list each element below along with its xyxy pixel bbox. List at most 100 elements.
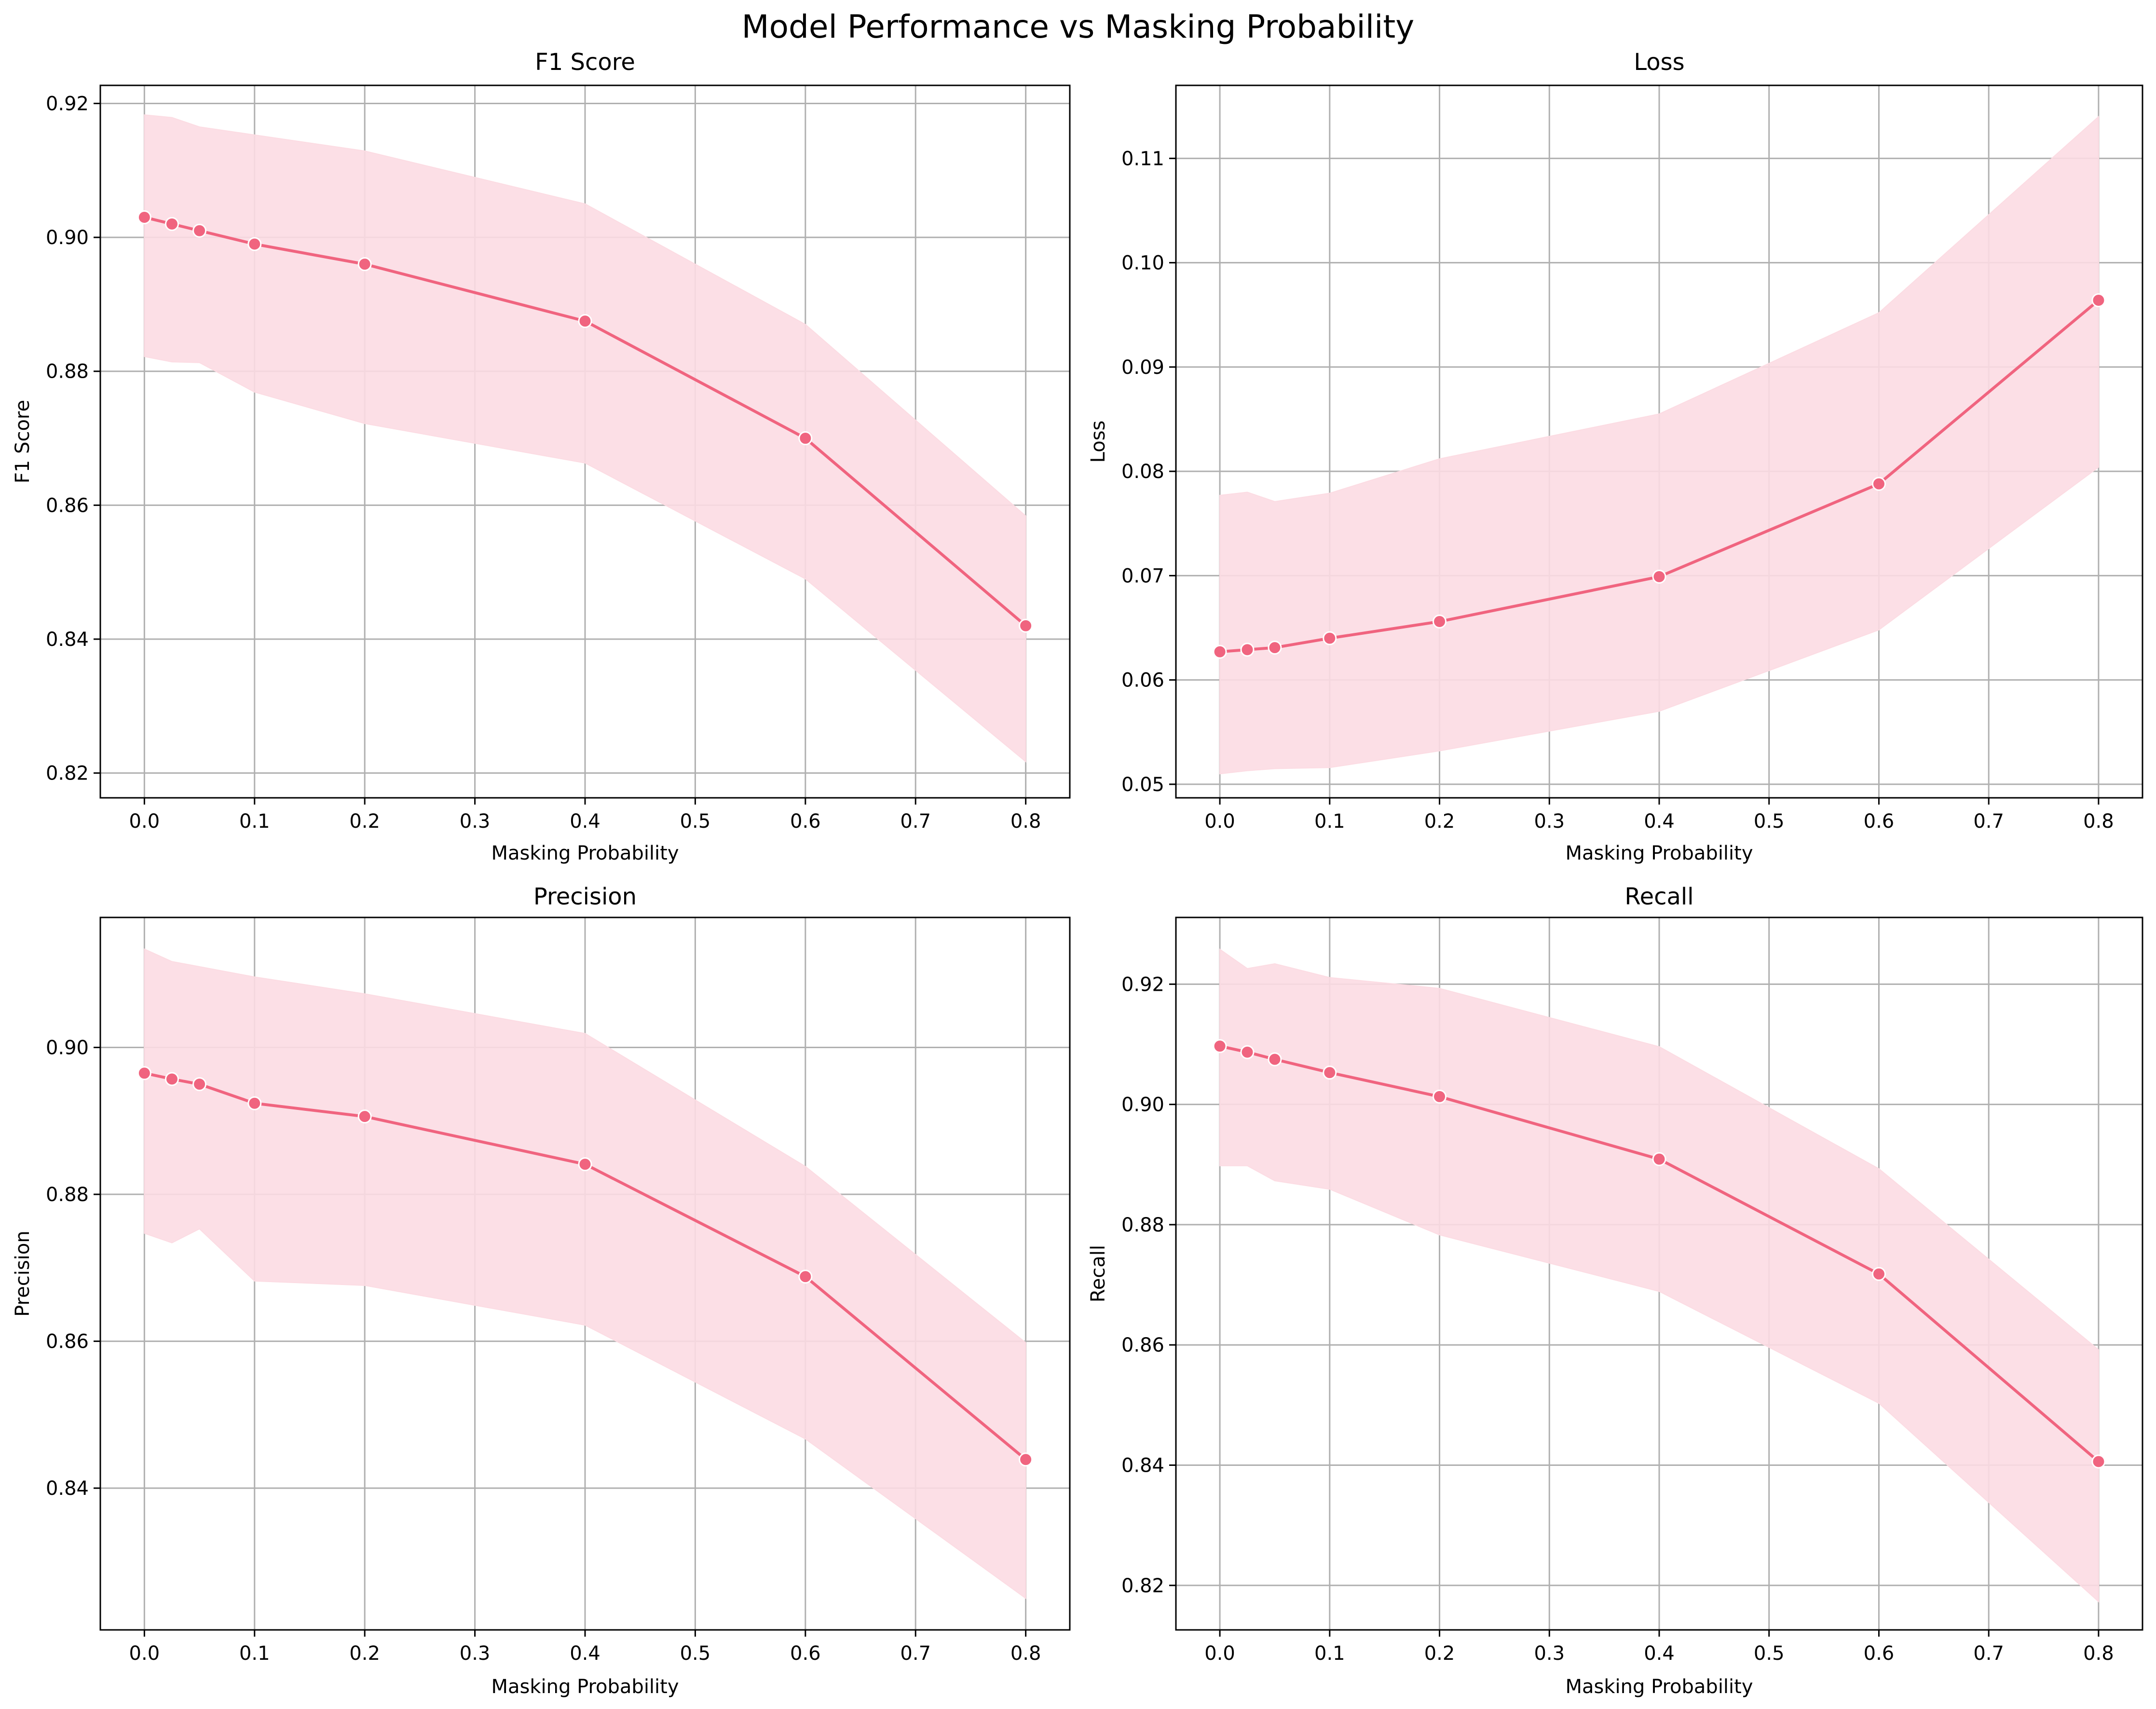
marker-layer — [137, 1066, 1033, 1467]
x-tick-label: 0.2 — [349, 1642, 380, 1665]
y-tick-label: 0.88 — [1121, 1214, 1164, 1236]
x-ticks: 0.0 0.1 0.2 0.3 0.4 0.5 0.6 0.7 0.8 — [1204, 1630, 2114, 1665]
x-tick-label: 0.2 — [349, 810, 380, 833]
subplot-title: Loss — [1634, 49, 1684, 76]
data-point — [798, 1270, 813, 1284]
subplot-recall: Recall 0.0 0.1 0.2 0.3 0.4 0.5 0.6 0.7 0.8 0.820… — [1087, 883, 2143, 1698]
x-tick-label: 0.4 — [1644, 810, 1675, 833]
data-point — [137, 1066, 151, 1080]
y-axis-label: Loss — [1087, 421, 1109, 463]
y-tick-label: 0.07 — [1121, 565, 1164, 587]
y-tick-label: 0.90 — [46, 1037, 89, 1059]
x-axis-label: Masking Probability — [491, 1676, 679, 1698]
band-layer — [1219, 948, 2099, 1603]
x-tick-label: 0.3 — [1534, 810, 1565, 833]
marker-layer — [1213, 293, 2106, 659]
y-axis-label: Recall — [1087, 1245, 1109, 1302]
band-layer — [144, 114, 1026, 763]
x-tick-label: 0.7 — [1973, 810, 2004, 833]
data-point — [2091, 1454, 2106, 1469]
y-ticks: 0.82 0.84 0.86 0.88 0.90 0.92 — [46, 93, 100, 785]
data-point — [247, 237, 262, 251]
x-tick-label: 0.8 — [2083, 1642, 2114, 1665]
y-tick-label: 0.90 — [1121, 1094, 1164, 1116]
x-ticks: 0.0 0.1 0.2 0.3 0.4 0.5 0.6 0.7 0.8 — [1204, 798, 2114, 833]
y-tick-label: 0.84 — [1121, 1454, 1164, 1477]
data-point — [357, 1109, 372, 1124]
data-point — [1871, 477, 1886, 491]
x-tick-label: 0.4 — [570, 810, 600, 833]
data-point — [1871, 1267, 1886, 1281]
data-point — [357, 257, 372, 272]
y-ticks: 0.82 0.84 0.86 0.88 0.90 0.92 — [1121, 973, 1176, 1597]
x-tick-label: 0.1 — [239, 1642, 270, 1665]
x-tick-label: 0.4 — [1644, 1642, 1675, 1665]
x-tick-label: 0.5 — [1754, 810, 1785, 833]
x-tick-label: 0.3 — [460, 1642, 491, 1665]
x-tick-label: 0.1 — [1314, 1642, 1345, 1665]
y-tick-label: 0.84 — [46, 1477, 89, 1500]
data-point — [798, 431, 813, 446]
data-point — [1240, 1045, 1255, 1059]
data-point — [1268, 1052, 1282, 1066]
x-tick-label: 0.5 — [680, 1642, 711, 1665]
x-tick-label: 0.5 — [1754, 1642, 1785, 1665]
band-layer — [1219, 115, 2099, 775]
data-point — [1323, 631, 1337, 645]
x-tick-label: 0.3 — [1534, 1642, 1565, 1665]
x-axis-label: Masking Probability — [1565, 1676, 1753, 1698]
y-ticks: 0.84 0.86 0.88 0.90 — [46, 1037, 100, 1500]
data-point — [1019, 618, 1033, 633]
x-tick-label: 0.6 — [790, 1642, 821, 1665]
y-tick-label: 0.82 — [1121, 1575, 1164, 1597]
y-tick-label: 0.86 — [1121, 1334, 1164, 1356]
subplot-title: Precision — [533, 883, 637, 910]
x-tick-label: 0.6 — [1864, 1642, 1895, 1665]
x-tick-label: 0.8 — [1010, 810, 1041, 833]
x-tick-label: 0.3 — [460, 810, 491, 833]
y-tick-label: 0.90 — [46, 227, 89, 249]
subplot-title: F1 Score — [535, 49, 635, 76]
x-tick-label: 0.0 — [129, 810, 160, 833]
data-point — [1268, 641, 1282, 655]
x-tick-label: 0.0 — [1204, 1642, 1235, 1665]
confidence-band — [1219, 115, 2099, 775]
y-tick-label: 0.10 — [1121, 252, 1164, 274]
data-point — [1433, 1089, 1447, 1104]
y-tick-label: 0.88 — [46, 361, 89, 383]
x-tick-label: 0.7 — [900, 810, 931, 833]
x-tick-label: 0.7 — [900, 1642, 931, 1665]
x-ticks: 0.0 0.1 0.2 0.3 0.4 0.5 0.6 0.7 0.8 — [129, 1630, 1041, 1665]
x-axis-label: Masking Probability — [491, 842, 679, 864]
y-tick-label: 0.11 — [1121, 148, 1164, 170]
marker-layer — [137, 210, 1033, 633]
x-tick-label: 0.6 — [790, 810, 821, 833]
data-point — [2091, 293, 2106, 307]
y-tick-label: 0.92 — [1121, 973, 1164, 996]
data-point — [192, 1077, 207, 1092]
data-point — [578, 1157, 592, 1172]
data-point — [1652, 570, 1666, 584]
data-point — [1213, 1039, 1227, 1053]
data-point — [1213, 644, 1227, 659]
y-tick-label: 0.09 — [1121, 356, 1164, 379]
subplot-f1-score: F1 Score 0.0 0.1 0.2 0.3 0.4 0.5 0.6 0.7 0.8 0.8… — [12, 49, 1071, 864]
y-ticks: 0.05 0.06 0.07 0.08 0.09 0.10 0.11 — [1121, 148, 1176, 796]
data-point — [1652, 1152, 1666, 1166]
y-axis-label: Precision — [12, 1230, 34, 1316]
data-point — [1433, 615, 1447, 629]
y-tick-label: 0.84 — [46, 629, 89, 651]
data-point — [1323, 1066, 1337, 1080]
x-tick-label: 0.0 — [1204, 810, 1235, 833]
figure-title: Model Performance vs Masking Probability — [742, 8, 1415, 45]
y-tick-label: 0.06 — [1121, 670, 1164, 692]
data-point — [164, 217, 179, 231]
y-tick-label: 0.08 — [1121, 461, 1164, 483]
x-tick-label: 0.6 — [1864, 810, 1895, 833]
x-tick-label: 0.1 — [1314, 810, 1345, 833]
data-point — [192, 223, 207, 238]
y-tick-label: 0.82 — [46, 763, 89, 785]
y-tick-label: 0.05 — [1121, 774, 1164, 796]
marker-layer — [1213, 1039, 2106, 1469]
